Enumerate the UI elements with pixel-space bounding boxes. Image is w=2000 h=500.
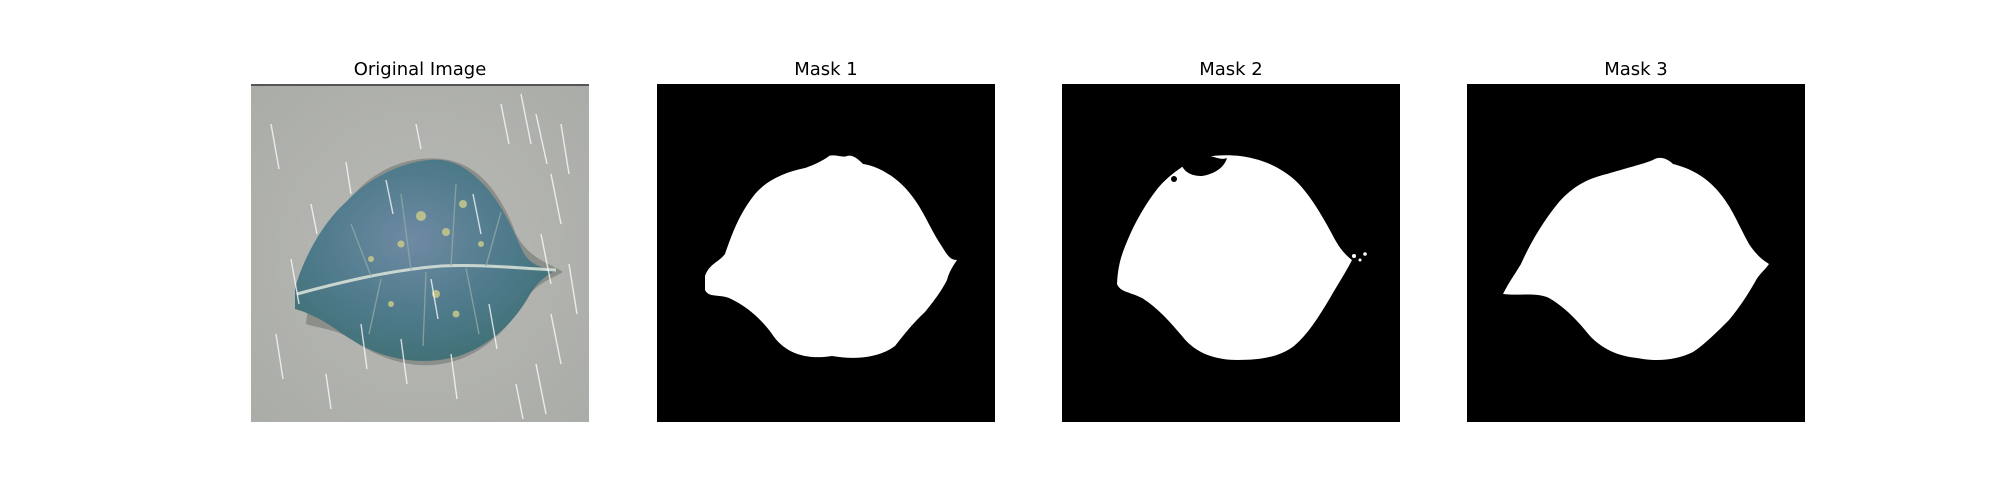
panel-title-mask-1: Mask 1 (794, 59, 858, 80)
panel-title-mask-3: Mask 3 (1604, 59, 1668, 80)
mask-1-image (657, 84, 995, 422)
panel-title-mask-2: Mask 2 (1199, 59, 1263, 80)
mask-3-image (1467, 84, 1805, 422)
mask-2-image (1062, 84, 1400, 422)
original-image (251, 84, 589, 422)
panel-title-original-image: Original Image (353, 59, 487, 80)
